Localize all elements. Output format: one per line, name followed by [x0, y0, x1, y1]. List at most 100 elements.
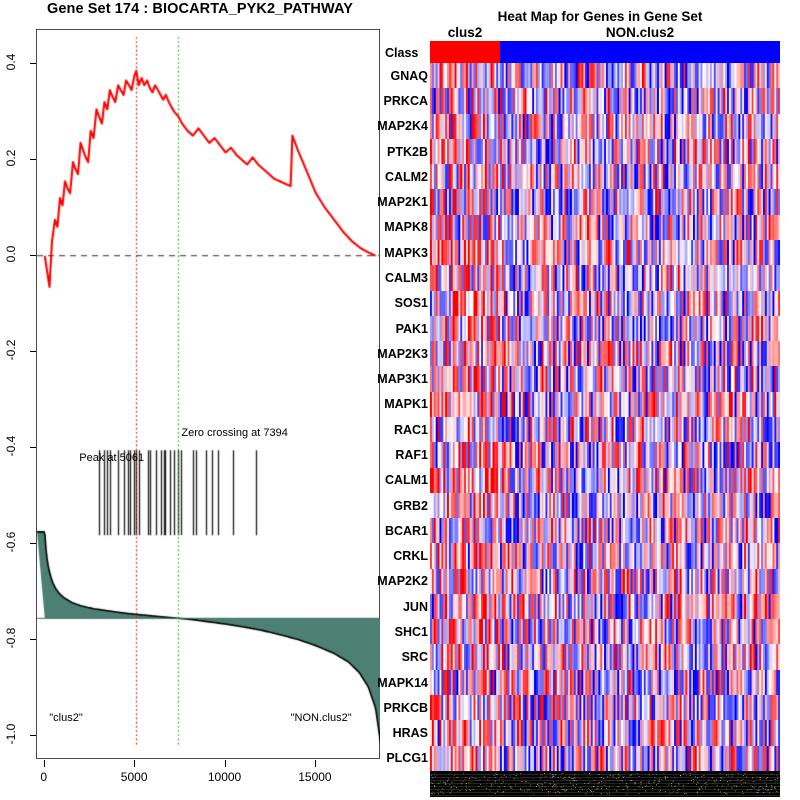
gene-label: PRKCB	[383, 700, 428, 715]
heatmap-row-canvas	[430, 214, 780, 240]
heatmap-row-canvas	[430, 543, 780, 569]
heatmap-gene-row	[430, 189, 780, 215]
heatmap-gene-row	[430, 518, 780, 544]
heatmap-row-canvas	[430, 745, 780, 771]
heatmap-gene-row	[430, 341, 780, 367]
y-axis-tick-label: -0.2	[4, 339, 18, 361]
x-axis-tick	[43, 760, 45, 767]
gene-label: CRKL	[393, 549, 428, 564]
heatmap-gene-row	[430, 366, 780, 392]
enrichment-plot-canvas	[36, 29, 380, 759]
y-axis-tick-label: -0.6	[4, 531, 18, 553]
gene-label: MAPK8	[384, 220, 428, 235]
y-axis-tick	[30, 446, 36, 448]
heatmap-gene-row	[430, 593, 780, 620]
y-axis-tick	[30, 62, 36, 64]
x-axis-tick-label: 10000	[207, 770, 242, 784]
y-axis-tick	[30, 350, 36, 352]
heatmap-row-canvas	[430, 568, 780, 594]
y-axis-tick-label: 0.0	[4, 245, 18, 263]
gene-label: MAPK3	[384, 245, 428, 260]
heatmap-row-canvas	[430, 315, 780, 342]
y-axis-tick-label: 0.4	[4, 53, 18, 70]
gene-label-column: GNAQ PRKCA MAP2K4 PTK2B CALM2 MAP2K1 MAPK8 MAPK…	[377, 0, 429, 800]
heatmap-row-canvas	[430, 341, 780, 367]
gene-label: CALM2	[384, 169, 428, 184]
heatmap-gene-row	[430, 63, 780, 89]
heatmap-row-canvas	[430, 593, 780, 620]
gene-label: BCAR1	[384, 523, 428, 538]
heatmap-row-canvas	[430, 366, 780, 392]
right-class-label: "NON.clus2"	[290, 712, 352, 725]
heatmap-gene-row	[430, 695, 780, 721]
gene-label: MAPK14	[377, 675, 428, 690]
heatmap-row-canvas	[430, 619, 780, 645]
x-axis-tick-label: 15000	[298, 770, 332, 784]
x-axis-tick	[224, 760, 226, 767]
heatmap-row-canvas	[430, 113, 780, 139]
class-swatch-clus2	[430, 41, 500, 63]
gene-label: PLCG1	[386, 751, 428, 766]
heatmap-gene-row	[430, 265, 780, 291]
heatmap-gene-row	[430, 745, 780, 771]
y-axis-tick-label: 0.2	[4, 149, 18, 166]
heatmap-row-canvas	[430, 391, 780, 417]
zero-crossing-annotation: Zero crossing at 7394	[181, 427, 288, 440]
heatmap-row-canvas	[430, 265, 780, 291]
left-class-label: "clus2"	[49, 712, 83, 725]
heatmap-row-canvas	[430, 695, 780, 721]
heatmap-row-canvas	[430, 239, 780, 266]
heatmap-gene-row	[430, 315, 780, 342]
heatmap-gene-row	[430, 568, 780, 594]
heatmap-gene-row	[430, 619, 780, 645]
x-axis-tick	[314, 760, 316, 767]
heatmap-gene-row	[430, 138, 780, 165]
heatmap-gene-row	[430, 239, 780, 266]
heatmap-row-canvas	[430, 492, 780, 519]
gene-label: RAF1	[395, 447, 428, 462]
heatmap-expression-grid	[430, 63, 780, 771]
heatmap-row-canvas	[430, 669, 780, 696]
heatmap-gene-row	[430, 164, 780, 190]
y-axis-tick-label: -0.4	[4, 435, 18, 457]
gene-label: CALM3	[384, 270, 428, 285]
class-color-bar	[430, 41, 780, 63]
gene-label: RAC1	[393, 422, 428, 437]
y-axis-tick	[30, 734, 36, 736]
y-axis-tick-label: -0.8	[4, 627, 18, 649]
gene-label: SRC	[401, 650, 428, 665]
heatmap-gene-row	[430, 88, 780, 114]
heatmap-gene-row	[430, 113, 780, 139]
heatmap-gene-row	[430, 442, 780, 468]
peak-annotation: Peak at 5061	[79, 451, 145, 464]
gene-label: MAP2K1	[377, 195, 428, 210]
class-swatch-non-clus2	[500, 41, 780, 63]
heatmap-row-canvas	[430, 416, 780, 443]
heatmap-row-canvas	[430, 644, 780, 670]
gene-label: MAP2K3	[377, 346, 428, 361]
gene-label: CALM1	[384, 473, 428, 488]
heatmap-row-canvas	[430, 290, 780, 316]
heatmap-row-canvas	[430, 63, 780, 89]
heatmap-gene-row	[430, 669, 780, 696]
heatmap-gene-row	[430, 644, 780, 670]
sample-name-strip	[430, 771, 780, 797]
class-name-non-clus2: NON.clus2	[605, 25, 675, 40]
gene-label: GNAQ	[390, 68, 429, 83]
heatmap-row-canvas	[430, 467, 780, 493]
gene-label: JUN	[402, 599, 428, 614]
x-axis-tick	[134, 760, 136, 767]
heatmap-gene-row	[430, 492, 780, 519]
heatmap-gene-row	[430, 720, 780, 746]
x-axis-tick-label: 5000	[120, 770, 148, 784]
enrichment-plot-box: Zero crossing at 7394 Peak at 5061 "clus2"…	[36, 29, 380, 759]
heatmap-panel: Heat Map for Genes in Gene Set clus2 NON.…	[400, 0, 800, 800]
sample-name-canvas	[430, 771, 780, 797]
heatmap-row-canvas	[430, 164, 780, 190]
heatmap-gene-row	[430, 416, 780, 443]
heatmap-gene-row	[430, 391, 780, 417]
heatmap-gene-row	[430, 214, 780, 240]
gene-label: PRKCA	[383, 93, 428, 108]
heatmap-gene-row	[430, 290, 780, 316]
